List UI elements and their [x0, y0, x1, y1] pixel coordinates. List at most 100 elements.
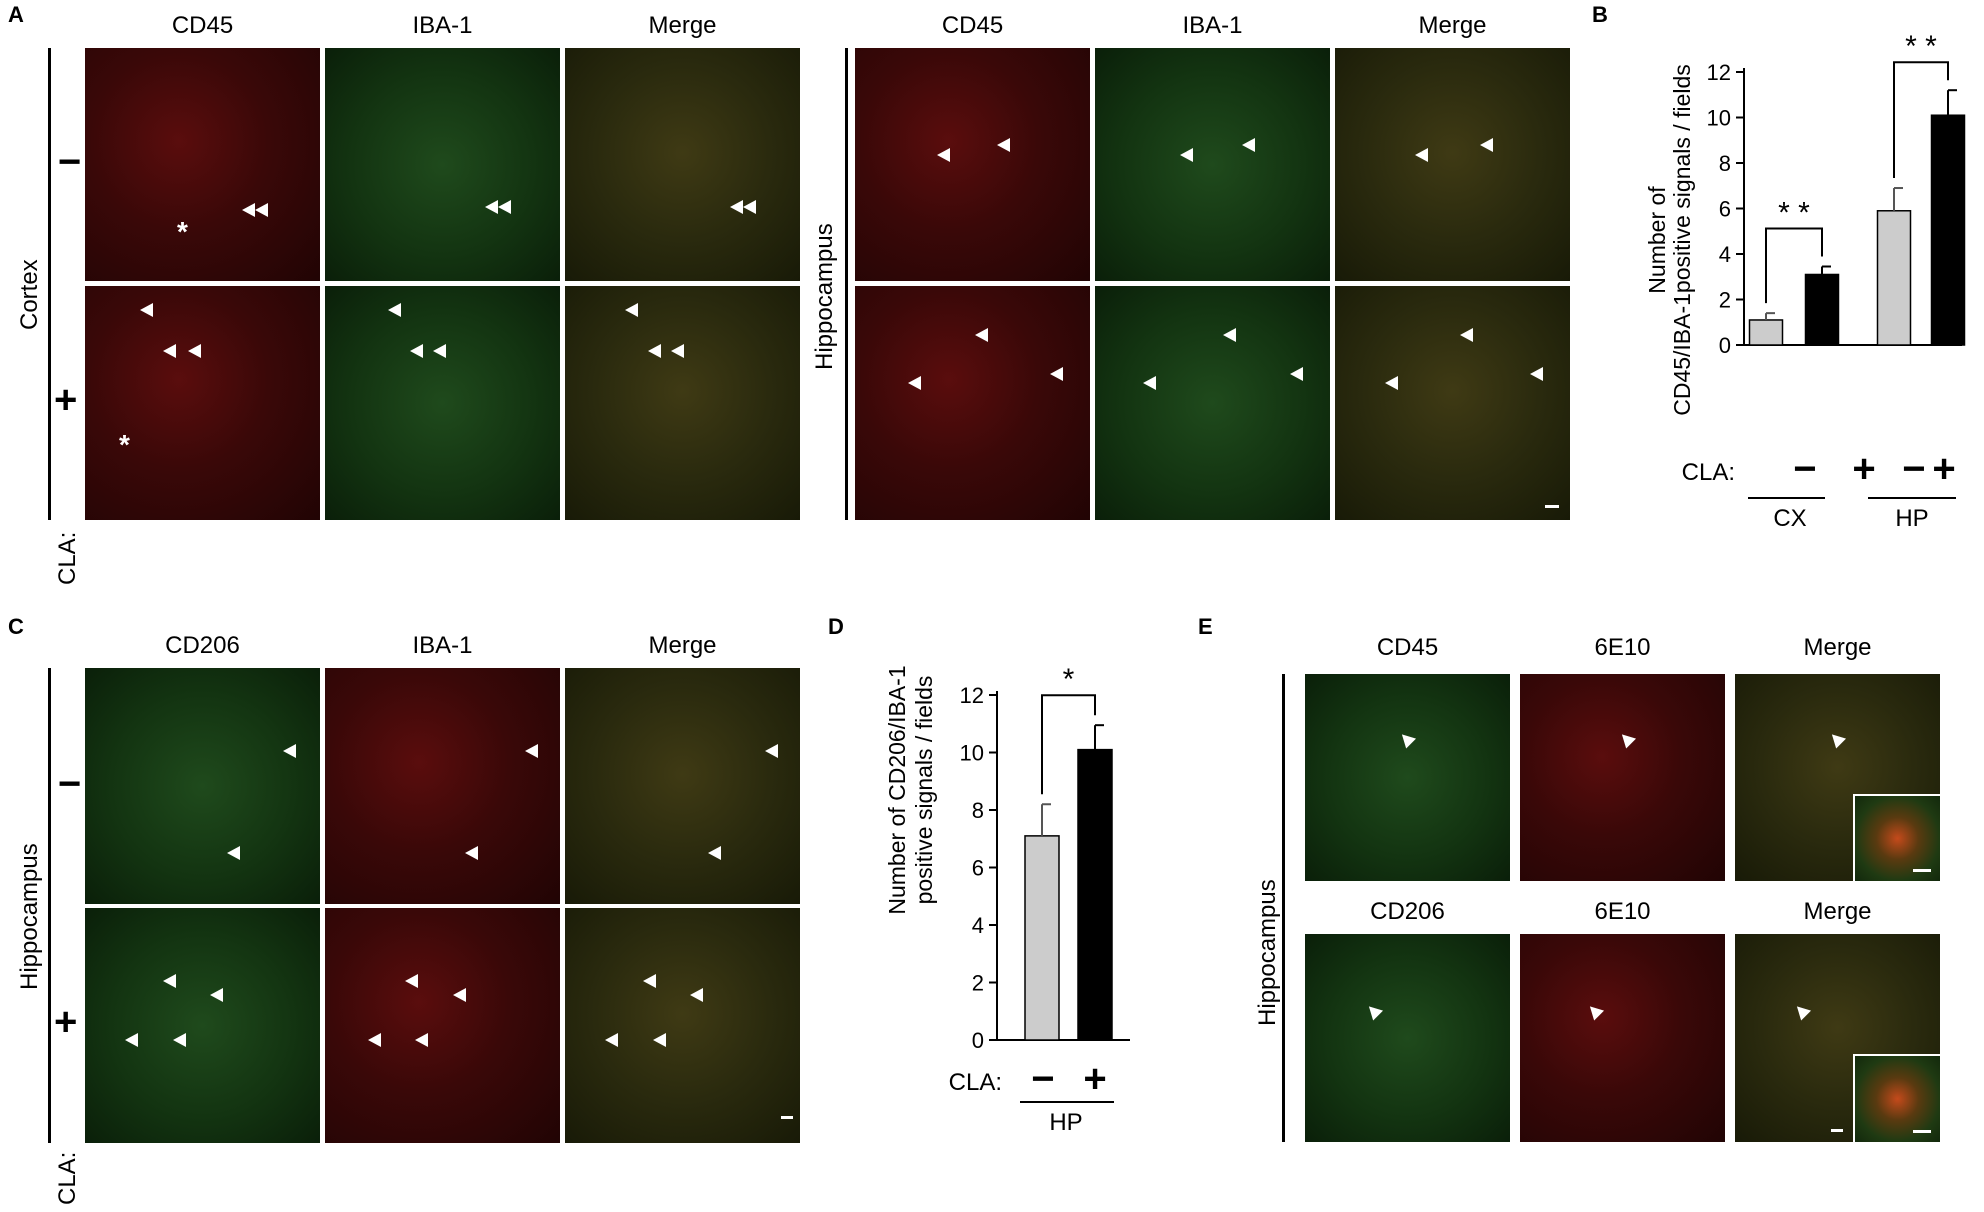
scale-bar: [781, 1116, 793, 1119]
arrowhead-marker: [368, 1033, 381, 1047]
arrowhead-marker: [975, 328, 988, 342]
bar: [1748, 319, 1784, 346]
arrowhead-marker: [1050, 367, 1063, 381]
panel-a-divider-right: [845, 48, 848, 520]
arrowhead-marker: [605, 1033, 618, 1047]
significance-bracket: [1041, 694, 1096, 795]
panel-a-header-cd45-right: CD45: [941, 12, 1004, 39]
micrograph-cortex-cd45-minus: *: [85, 48, 320, 281]
arrowhead-marker: [1396, 729, 1417, 749]
micrograph-c-cd206-plus: [85, 908, 320, 1143]
panel-a-sign-plus: +: [54, 378, 78, 422]
panel-e-r1-header-merge: Merge: [1803, 634, 1872, 661]
y-tick-label: 12: [1707, 60, 1731, 85]
arrowhead-marker: [283, 744, 296, 758]
arrowhead-marker: [625, 303, 638, 317]
y-tick-label: 10: [960, 741, 984, 766]
arrowhead-marker: [242, 203, 255, 217]
panel-a-header-merge-right: Merge: [1418, 12, 1487, 39]
panel-a-header-iba1-left: IBA-1: [412, 12, 473, 39]
arrowhead-marker: [937, 148, 950, 162]
significance-bracket: [1765, 227, 1823, 304]
arrowhead-marker: [1480, 138, 1493, 152]
significance-label: * *: [1778, 197, 1810, 230]
scale-bar: [1831, 1129, 1843, 1132]
significance-bracket: [1893, 61, 1949, 179]
panel-e-r1-header-cd45: CD45: [1376, 634, 1439, 661]
arrowhead-marker: [643, 974, 656, 988]
micrograph-hippocampus-cd45-plus: [855, 286, 1090, 520]
arrowhead-marker: [173, 1033, 186, 1047]
arrowhead-marker: [690, 988, 703, 1002]
scale-bar: [1545, 505, 1559, 508]
scale-bar: [1913, 869, 1931, 872]
panel-e-r2-header-6e10: 6E10: [1594, 898, 1651, 925]
chart-d-sign-1: −: [1031, 1057, 1054, 1101]
arrowhead-marker: [1530, 367, 1543, 381]
y-tick-label: 2: [972, 971, 984, 996]
chart-d-ylabel-line2: positive signals / fields: [911, 676, 937, 905]
arrowhead-marker: [1242, 138, 1255, 152]
y-tick-label: 0: [972, 1028, 984, 1053]
arrowhead-marker: [1290, 367, 1303, 381]
micrograph-c-cd206-minus: [85, 668, 320, 904]
arrowhead-marker: [997, 138, 1010, 152]
arrowhead-marker: [1180, 148, 1193, 162]
micrograph-cortex-cd45-plus: *: [85, 286, 320, 520]
arrowhead-marker: [433, 344, 446, 358]
arrowhead-marker: [1415, 148, 1428, 162]
y-tick-label: 6: [972, 856, 984, 881]
asterisk-marker: *: [177, 216, 188, 247]
arrowhead-marker: [765, 744, 778, 758]
panel-c-header-iba1: IBA-1: [412, 632, 473, 659]
panel-e-divider: [1282, 674, 1285, 1142]
asterisk-marker: *: [119, 429, 130, 460]
arrowhead-marker: [1791, 1001, 1812, 1021]
arrowhead-marker: [163, 344, 176, 358]
micrograph-e-merge-row2: [1735, 934, 1940, 1142]
bar: [1077, 748, 1113, 1041]
micrograph-c-iba1-plus: [325, 908, 560, 1143]
micrograph-cortex-iba1-plus: [325, 286, 560, 520]
arrowhead-marker: [465, 846, 478, 860]
arrowhead-marker: [1460, 328, 1473, 342]
micrograph-hippocampus-cd45-minus: [855, 48, 1090, 281]
arrowhead-marker: [1584, 1001, 1605, 1021]
y-tick-label: 12: [960, 683, 984, 708]
micrograph-cortex-iba1-minus: [325, 48, 560, 281]
chart-d-group-hp: HP: [1049, 1109, 1082, 1136]
arrowhead-marker: [1143, 376, 1156, 390]
significance-label: * *: [1905, 30, 1937, 63]
panel-c-condition-label: CLA:: [54, 1151, 81, 1205]
arrowhead-marker: [743, 200, 756, 214]
panel-a-sign-minus: −: [58, 140, 82, 184]
panel-a-label: A: [8, 2, 24, 27]
chart-b-sign-4: +: [1932, 447, 1955, 491]
chart-b: Number of CD45/IBA-1positive signals / f…: [1644, 30, 1966, 532]
micrograph-e-cd206: [1305, 934, 1510, 1142]
panel-c-sign-plus: +: [54, 1000, 78, 1044]
arrowhead-marker: [653, 1033, 666, 1047]
scale-bar: [1913, 1130, 1931, 1133]
arrowhead-marker: [1363, 1001, 1384, 1021]
chart-b-sign-2: +: [1852, 447, 1875, 491]
panel-a-condition-label: CLA:: [54, 531, 81, 585]
bar: [1024, 835, 1060, 1041]
chart-b-group-cx: CX: [1773, 505, 1806, 532]
arrowhead-marker: [125, 1033, 138, 1047]
y-tick-label: 10: [1707, 106, 1731, 131]
micrograph-hippocampus-merge-minus: [1335, 48, 1570, 281]
bar: [1930, 114, 1966, 346]
chart-b-ylabel-line2: CD45/IBA-1positive signals / fields: [1669, 64, 1695, 416]
y-tick-label: 2: [1719, 288, 1731, 313]
panel-c-row-label: Hippocampus: [16, 843, 43, 990]
micrograph-c-iba1-minus: [325, 668, 560, 904]
chart-b-condition-label: CLA:: [1682, 459, 1735, 486]
arrowhead-marker: [227, 846, 240, 860]
arrowhead-marker: [210, 988, 223, 1002]
micrograph-c-merge-minus: [565, 668, 800, 904]
arrowhead-marker: [708, 846, 721, 860]
panel-e-row-label: Hippocampus: [1254, 879, 1281, 1026]
arrowhead-marker: [671, 344, 684, 358]
arrowhead-marker: [415, 1033, 428, 1047]
